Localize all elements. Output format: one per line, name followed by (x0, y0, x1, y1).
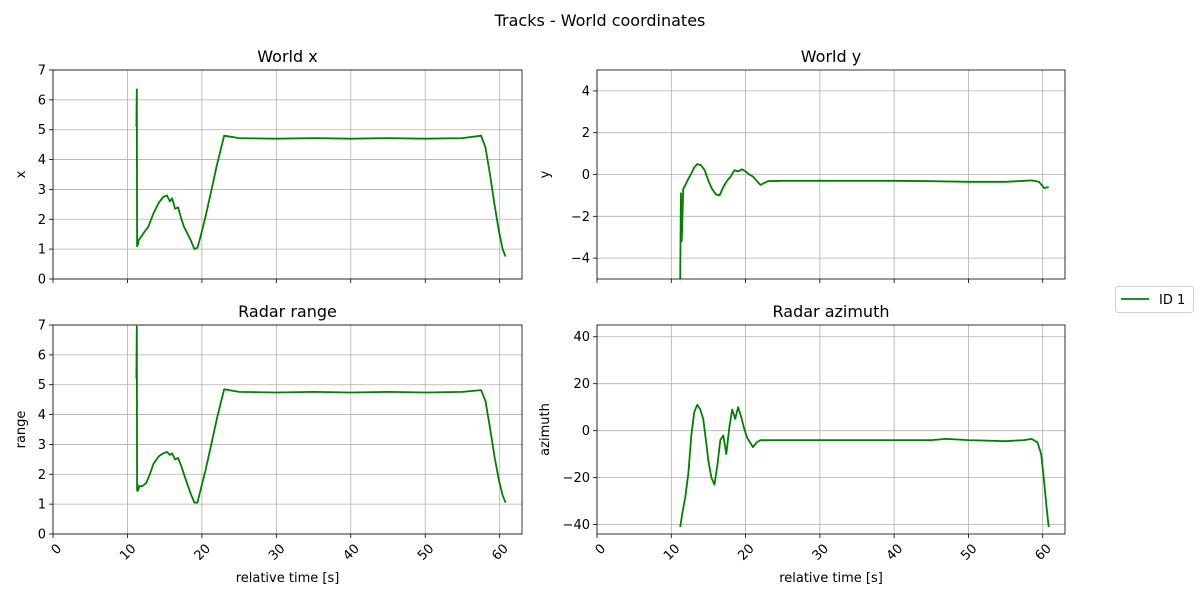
ytick-label-2: 2 (38, 213, 46, 228)
ytick-label-2: 0 (582, 424, 590, 439)
panel-radar-azimuth: 0 10 20 30 40 50 60 −40 −20 0 20 40 Radar azimuth azi… (538, 302, 1066, 586)
xtick-label-0: 0 (593, 541, 609, 557)
xtick-label-5: 50 (415, 541, 437, 563)
ytick-label-3: 20 (573, 377, 590, 392)
ytick-label-1: 1 (38, 498, 46, 513)
axes-frame (52, 69, 523, 280)
panel-world-y: −4 −2 0 2 4 World y y (538, 47, 1066, 283)
ytick-label-0: −40 (563, 518, 590, 533)
axes-frame (596, 69, 1066, 280)
ytick-label-0: 0 (38, 273, 46, 288)
series-line-id-1 (135, 325, 507, 504)
ytick-label-1: 1 (38, 243, 46, 258)
panel-world-x: 0 1 2 3 4 5 6 7 World x x (14, 47, 523, 288)
ytick-label-5: 5 (38, 378, 46, 393)
ytick-label-6: 6 (38, 93, 46, 108)
panel-title: Radar range (238, 302, 337, 321)
panel-title: World x (257, 47, 317, 66)
axes-frame (596, 324, 1066, 535)
series-line-id-1 (135, 88, 507, 257)
panel-radar-range: 0 10 20 30 40 50 60 0 1 2 3 4 5 6 7 Radar range range rel… (14, 302, 523, 586)
y-axis-label: range (14, 411, 29, 449)
ytick-label-1: −20 (563, 471, 590, 486)
ytick-label-4: 40 (573, 330, 590, 345)
xtick-label-2: 20 (735, 541, 757, 563)
ytick-label-5: 5 (38, 123, 46, 138)
ytick-label-7: 7 (38, 319, 46, 334)
ytick-label-4: 4 (582, 84, 590, 99)
xtick-label-2: 20 (192, 541, 214, 563)
ytick-label-6: 6 (38, 348, 46, 363)
ytick-label-3: 2 (582, 126, 590, 141)
ytick-label-4: 4 (38, 408, 46, 423)
panel-title: Radar azimuth (773, 302, 890, 321)
figure-title: Tracks - World coordinates (494, 11, 706, 30)
series-line-id-1 (679, 163, 1049, 279)
xtick-label-4: 40 (884, 541, 906, 563)
series-line-id-1 (679, 403, 1050, 528)
x-axis-label: relative time [s] (236, 571, 340, 586)
xtick-label-1: 10 (661, 541, 683, 563)
ytick-label-4: 4 (38, 153, 46, 168)
legend-frame (1115, 286, 1194, 313)
ytick-label-2: 0 (582, 168, 590, 183)
legend-entry-id-1: ID 1 (1159, 293, 1185, 308)
legend: ID 1 (1115, 286, 1194, 313)
x-axis-label: relative time [s] (779, 571, 883, 586)
xtick-label-4: 40 (341, 541, 363, 563)
xtick-label-0: 0 (49, 541, 65, 557)
panel-title: World y (801, 47, 861, 66)
ytick-label-0: 0 (38, 528, 46, 543)
axes-frame (52, 324, 523, 535)
xtick-label-3: 30 (266, 541, 288, 563)
ytick-label-1: −2 (571, 210, 590, 225)
ytick-label-2: 2 (38, 468, 46, 483)
xtick-label-6: 60 (1032, 541, 1054, 563)
y-axis-label: x (14, 170, 29, 178)
y-axis-label: y (538, 170, 553, 178)
ytick-label-3: 3 (38, 438, 46, 453)
xtick-label-6: 60 (489, 541, 511, 563)
xtick-label-5: 50 (958, 541, 980, 563)
ytick-label-0: −4 (571, 252, 590, 267)
ytick-label-7: 7 (38, 64, 46, 79)
y-axis-label: azimuth (538, 403, 553, 456)
ytick-label-3: 3 (38, 183, 46, 198)
xtick-label-1: 10 (117, 541, 139, 563)
xtick-label-3: 30 (810, 541, 832, 563)
